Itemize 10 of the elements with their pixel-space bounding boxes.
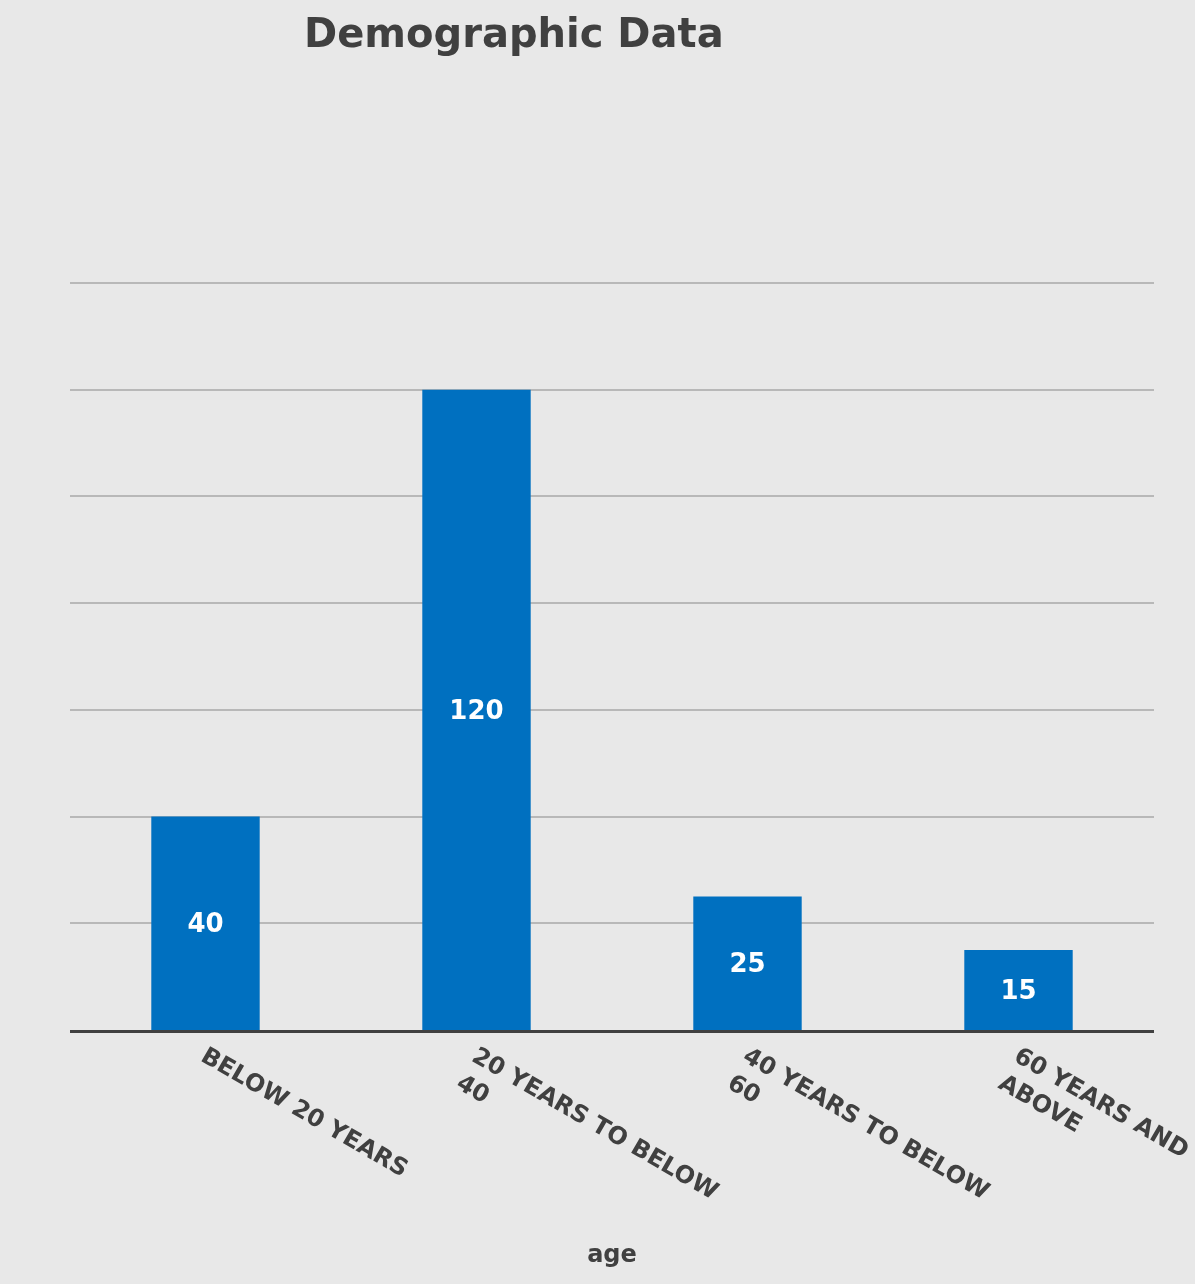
data-label: 40 — [187, 908, 224, 939]
data-label: 120 — [449, 694, 504, 725]
data-label: 15 — [1000, 974, 1037, 1005]
bar — [151, 816, 260, 1030]
bar — [422, 389, 531, 1030]
bar — [964, 949, 1073, 1030]
data-label: 25 — [729, 948, 766, 979]
bar — [693, 896, 802, 1030]
chart-title: Demographic Data — [304, 10, 724, 57]
x-axis-title: age — [587, 1240, 637, 1269]
